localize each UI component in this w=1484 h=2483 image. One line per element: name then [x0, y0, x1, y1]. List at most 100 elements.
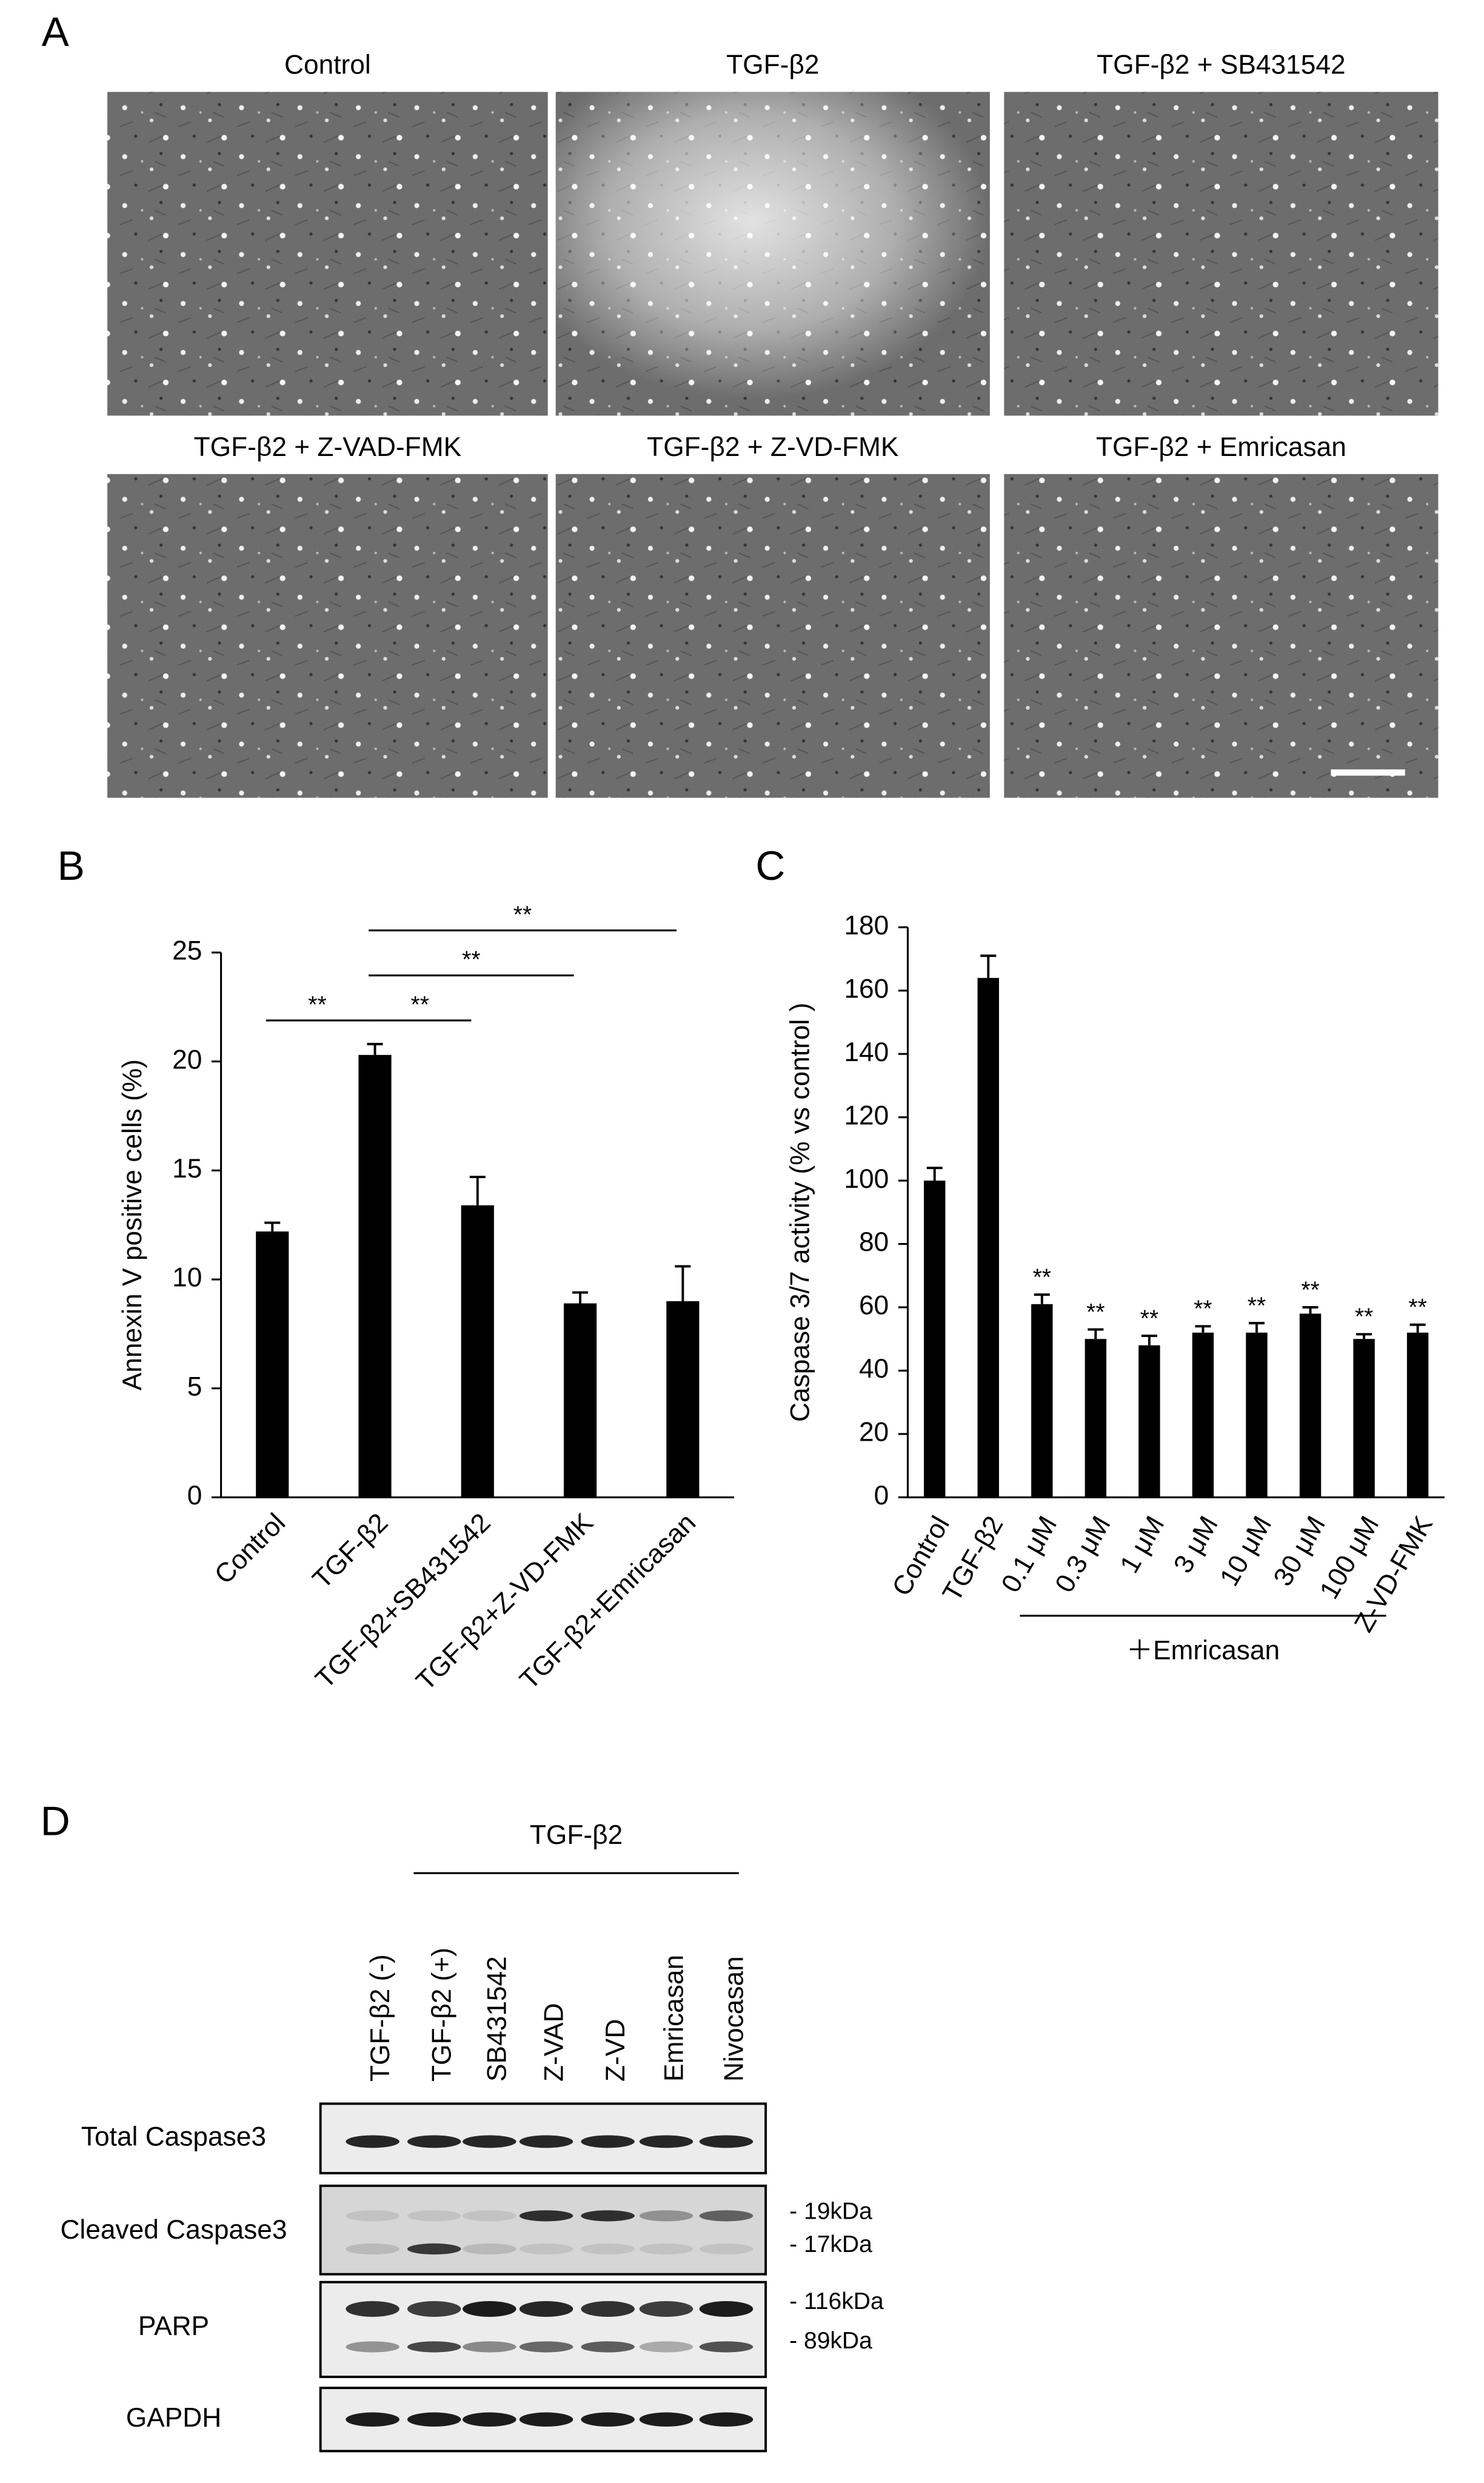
- micrograph-texture: [107, 474, 548, 798]
- error-bar: [980, 954, 997, 978]
- y-tick-label: 180: [844, 911, 889, 940]
- significance-label: **: [1408, 1295, 1426, 1321]
- x-tick-label: 1 μM: [1114, 1511, 1170, 1578]
- x-tick-label: TGF-β2+Z-VD-FMK: [410, 1507, 599, 1696]
- bar: [1299, 1313, 1322, 1498]
- blot-band: [463, 2412, 516, 2427]
- bar: [1138, 1345, 1160, 1498]
- size-marker: - 17kDa: [789, 2231, 872, 2257]
- significance-label: **: [1301, 1277, 1319, 1303]
- x-tick-label: TGF-β2+Emricasan: [514, 1508, 701, 1695]
- y-axis-label: Annexin V positive cells (%): [118, 1059, 147, 1390]
- blot-box: [319, 2184, 767, 2276]
- y-tick-label: 25: [172, 936, 202, 966]
- bar: [1246, 1332, 1268, 1498]
- micrograph-title: TGF-β2 + Z-VAD-FMK: [194, 432, 462, 462]
- panel-label: A: [42, 10, 70, 55]
- significance-label: **: [1194, 1296, 1212, 1322]
- blot-band: [699, 2300, 754, 2317]
- significance-label: **: [1086, 1299, 1105, 1325]
- error-bar: [926, 1167, 943, 1181]
- blot-band: [519, 2210, 573, 2222]
- blot-band: [639, 2341, 694, 2353]
- lane-label: SB431542: [483, 1956, 512, 2082]
- bar: [1085, 1339, 1107, 1498]
- y-tick-label: 100: [844, 1164, 889, 1194]
- x-tick-label: Control: [209, 1508, 292, 1590]
- blot-row-label: PARP: [138, 2311, 209, 2341]
- bar: [461, 1205, 494, 1498]
- error-bar: [1088, 1328, 1104, 1339]
- blot-row-label: Cleaved Caspase3: [60, 2215, 287, 2245]
- error-bar: [469, 1176, 486, 1205]
- blot-group-label: TGF-β2: [530, 1820, 623, 1850]
- y-tick-label: 120: [844, 1101, 889, 1130]
- significance-label: **: [411, 992, 429, 1018]
- micrograph-texture: [555, 474, 990, 798]
- blot-band: [407, 2341, 461, 2353]
- blot-band: [581, 2300, 635, 2317]
- blot-band: [519, 2412, 573, 2427]
- blot-band: [346, 2135, 399, 2148]
- error-bar: [1141, 1335, 1157, 1345]
- blot-band: [407, 2210, 461, 2222]
- panel-label: C: [755, 843, 785, 889]
- micrograph-texture: [1004, 474, 1439, 798]
- significance-label: **: [513, 902, 532, 928]
- blot-band: [519, 2243, 573, 2255]
- blot-band: [407, 2135, 461, 2148]
- y-tick-label: 140: [844, 1037, 889, 1067]
- significance-label: **: [1248, 1293, 1266, 1319]
- bar: [256, 1231, 289, 1498]
- blot-band: [581, 2412, 635, 2427]
- blot-band: [519, 2135, 573, 2148]
- blot-band: [581, 2135, 635, 2148]
- size-marker: - 116kDa: [789, 2288, 884, 2314]
- error-bar: [572, 1291, 589, 1304]
- blot-band: [639, 2300, 694, 2317]
- error-bar: [675, 1265, 691, 1301]
- lane-label: Z-VAD: [539, 2003, 569, 2082]
- blot-band: [699, 2210, 754, 2222]
- y-tick-label: 80: [859, 1227, 889, 1257]
- micrograph-title: Control: [284, 50, 371, 80]
- bar: [358, 1054, 392, 1498]
- x-tick-label: TGF-β2+SB431542: [310, 1508, 496, 1695]
- blot-band: [519, 2300, 573, 2317]
- panel-label: B: [58, 843, 85, 889]
- micrograph-bright: [555, 92, 990, 416]
- significance-label: **: [1140, 1305, 1158, 1332]
- size-marker: - 19kDa: [789, 2198, 872, 2224]
- blot-band: [346, 2243, 399, 2255]
- blot-band: [639, 2243, 694, 2255]
- y-tick-label: 15: [172, 1154, 202, 1184]
- micrograph-title: TGF-β2 + Emricasan: [1096, 432, 1346, 462]
- significance-label: **: [1355, 1304, 1373, 1330]
- error-bar: [1356, 1333, 1372, 1339]
- micrograph-title: TGF-β2 + SB431542: [1097, 50, 1346, 80]
- significance-label: **: [308, 992, 326, 1018]
- micrograph-texture: [1004, 92, 1439, 416]
- y-tick-label: 20: [859, 1418, 889, 1447]
- lane-label: Nivocasan: [719, 1956, 749, 2082]
- blot-band: [346, 2341, 399, 2353]
- y-tick-label: 0: [187, 1481, 202, 1510]
- micrograph-texture: [107, 92, 548, 416]
- y-tick-label: 0: [874, 1481, 889, 1510]
- blot-band: [699, 2135, 754, 2148]
- y-tick-label: 60: [859, 1291, 889, 1321]
- error-bar: [1034, 1293, 1050, 1304]
- blot-band: [463, 2210, 516, 2222]
- bar: [563, 1303, 597, 1498]
- x-tick-label: 10 μM: [1214, 1511, 1277, 1591]
- blot-band: [346, 2210, 399, 2222]
- x-tick-label: 3 μM: [1168, 1511, 1224, 1578]
- panel-label: D: [41, 1798, 70, 1844]
- y-axis-label: Caspase 3/7 activity (% vs control ): [786, 1003, 815, 1422]
- blot-band: [407, 2412, 461, 2427]
- y-tick-label: 20: [172, 1045, 202, 1074]
- x-tick-label: TGF-β2: [307, 1508, 393, 1595]
- bar: [666, 1301, 700, 1498]
- blot-row-label: Total Caspase3: [81, 2122, 266, 2151]
